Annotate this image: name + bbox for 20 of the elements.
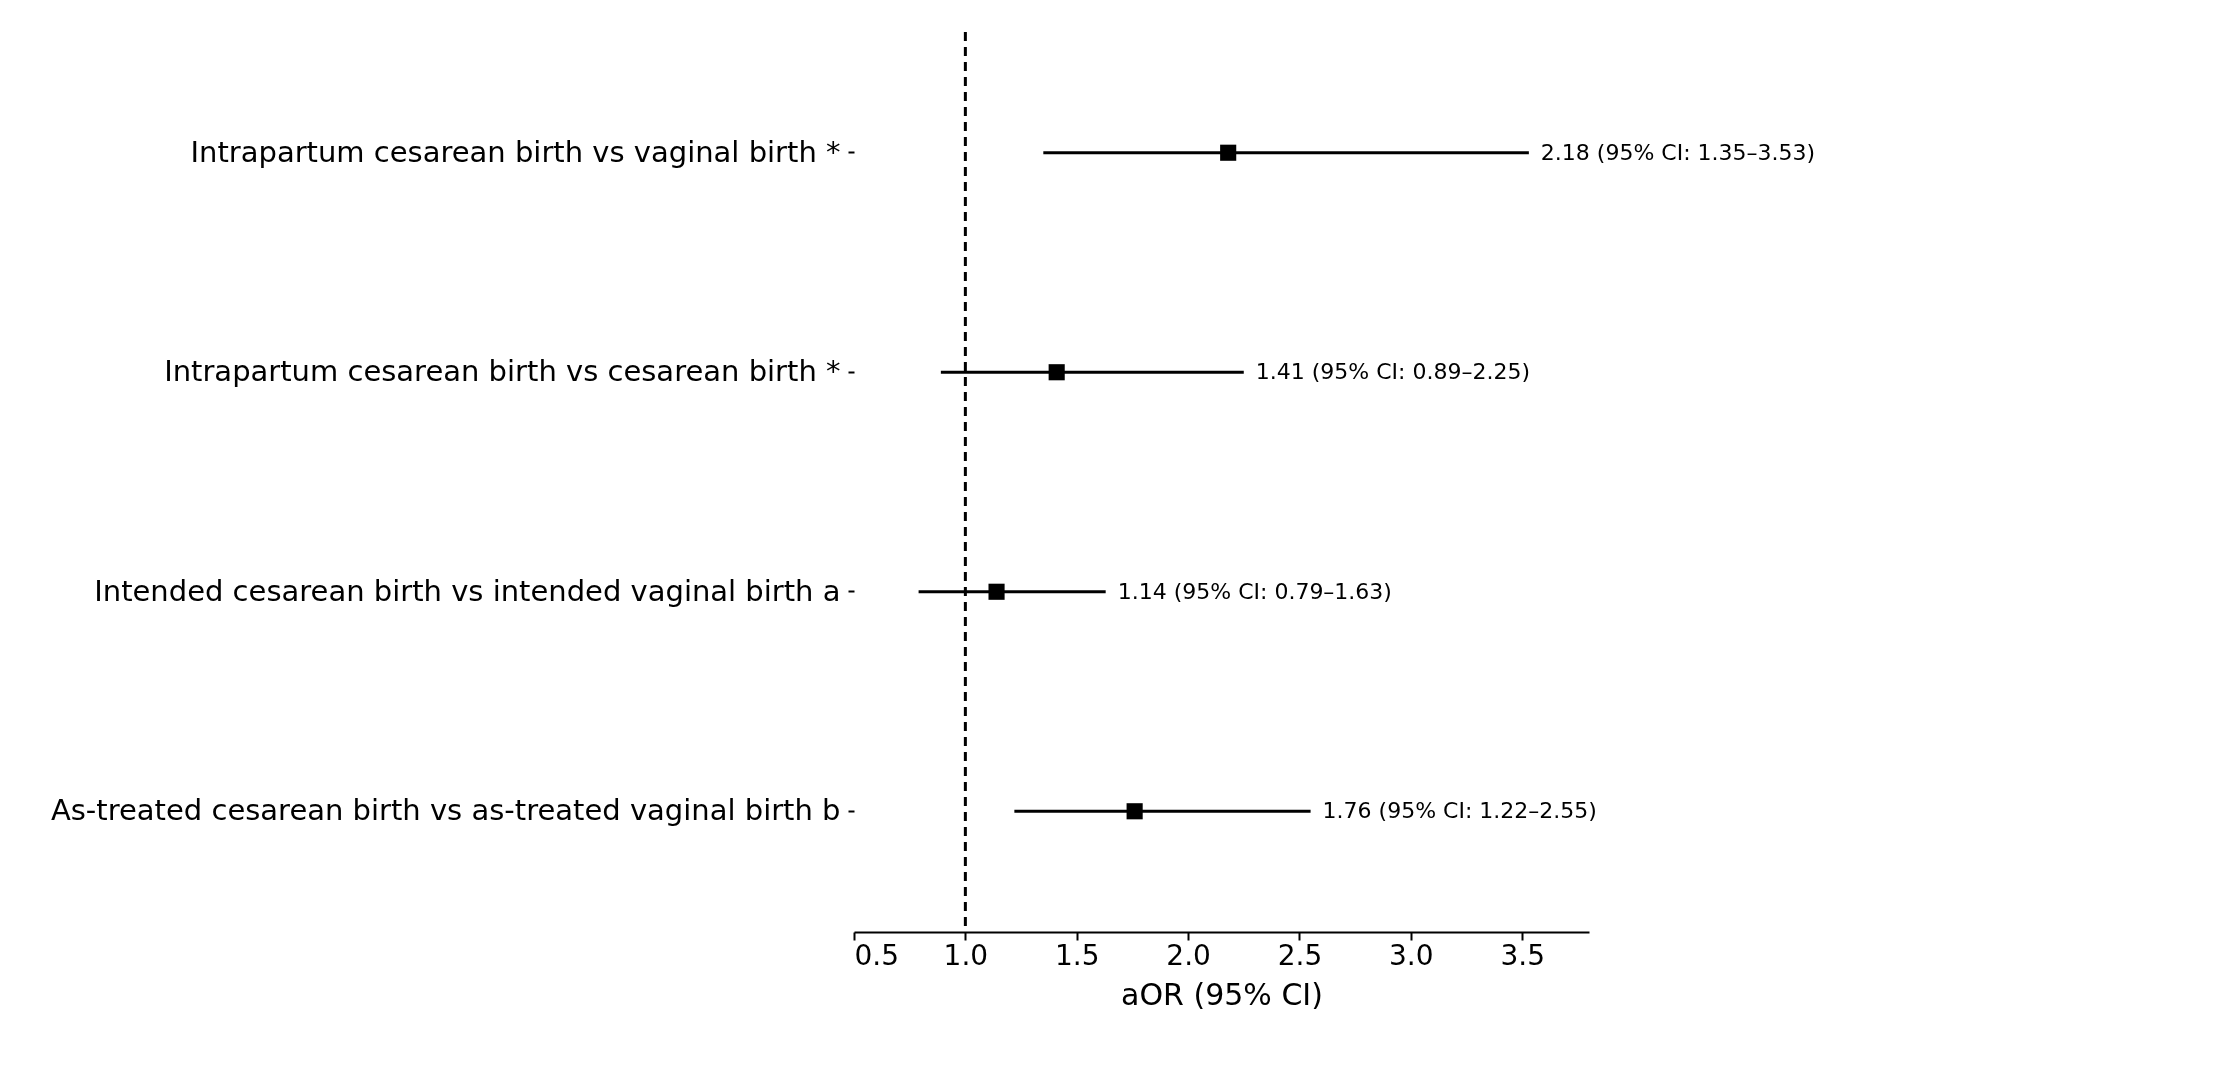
x-tick-label: 3.0: [1389, 938, 1434, 972]
annotation: 1.41 (95% CI: 0.89–2.25): [1255, 359, 1531, 385]
x-tick-label: 3.5: [1500, 938, 1545, 972]
x-tick-label: 2.0: [1166, 938, 1211, 972]
x-tick-label: 1.5: [1054, 938, 1100, 972]
x-tick-label: 1.0: [943, 938, 989, 972]
point: [1048, 364, 1065, 381]
point: [988, 583, 1005, 600]
annotation: 2.18 (95% CI: 1.35–3.53): [1540, 139, 1816, 165]
y-tick-label: Intrapartum cesarean birth vs cesarean birth *: [164, 354, 841, 389]
y-tick-label: As-treated cesarean birth vs as-treated vaginal birth b: [50, 793, 841, 828]
annotation: 1.14 (95% CI: 0.79–1.63): [1117, 578, 1392, 604]
y-tick-label: Intended cesarean birth vs intended vaginal birth a: [94, 573, 841, 608]
annotation: 1.76 (95% CI: 1.22–2.55): [1322, 798, 1597, 824]
x-axis-title: aOR (95% CI): [1121, 976, 1323, 1012]
x-tick-label: 2.5: [1277, 938, 1323, 972]
y-tick-label: Intrapartum cesarean birth vs vaginal birth *: [190, 134, 841, 169]
x-tick-label: 0.5: [854, 938, 900, 972]
point: [1220, 144, 1237, 161]
point: [1126, 803, 1143, 820]
